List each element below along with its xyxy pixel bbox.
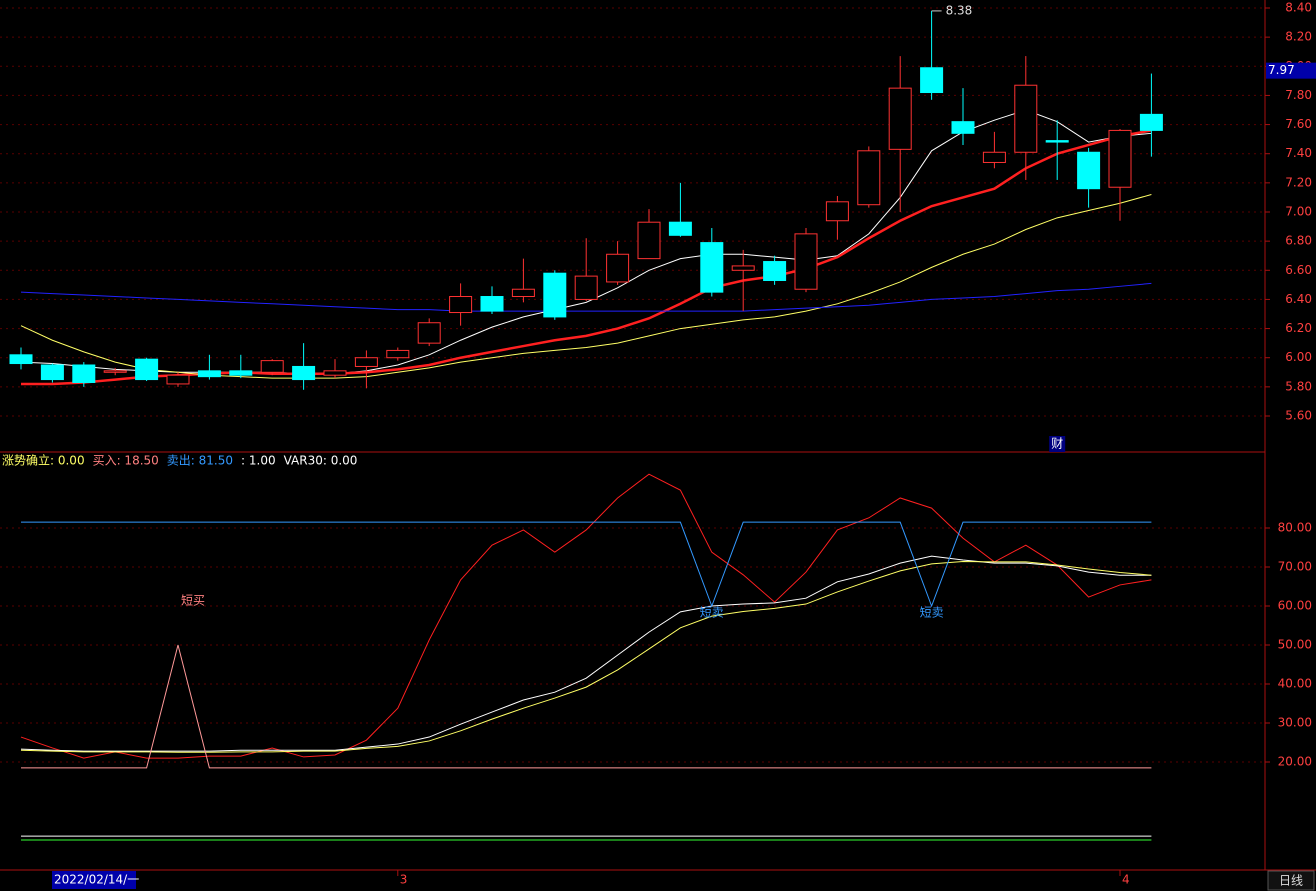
candle-body <box>668 221 692 236</box>
candle-body <box>794 233 818 290</box>
candle-body <box>982 151 1006 163</box>
candle-body <box>1077 151 1101 190</box>
candle-body <box>260 360 284 373</box>
candle-body <box>637 221 661 260</box>
candle-body <box>323 370 347 376</box>
candle-body <box>292 365 316 381</box>
y-tick-label: 7.00 <box>1285 205 1312 219</box>
signal-label: 短卖 <box>700 606 724 620</box>
candle-body <box>417 322 441 344</box>
candle-body <box>700 242 724 293</box>
y-tick-label: 6.40 <box>1285 292 1312 306</box>
candle-body <box>480 296 504 312</box>
period-button[interactable] <box>1267 870 1315 891</box>
signal-label: 短买 <box>181 594 205 608</box>
candle-body <box>574 275 598 300</box>
y-tick-label: 5.80 <box>1285 379 1312 393</box>
period-label[interactable]: 日线 <box>1279 874 1303 888</box>
candle-body <box>1139 113 1163 131</box>
y-tick-label: 6.00 <box>1285 350 1312 364</box>
legend-entry: VAR30: 0.00 <box>284 454 358 468</box>
y-tick-label: 7.20 <box>1285 175 1312 189</box>
legend-entry: 买入: 18.50 <box>93 454 159 468</box>
high-label: 8.38 <box>946 3 973 17</box>
date-label: 2022/02/14/一 <box>54 873 139 887</box>
last-price-box <box>1266 62 1316 79</box>
y-tick-label: 30.00 <box>1278 716 1312 730</box>
marker-box <box>1049 436 1066 452</box>
candle-body <box>1014 84 1038 153</box>
candle-body <box>951 121 975 134</box>
candle-body <box>197 370 221 378</box>
y-tick-label: 6.20 <box>1285 321 1312 335</box>
signal-label: 短卖 <box>920 606 944 620</box>
candle-body <box>386 349 410 359</box>
candle-body <box>763 261 787 281</box>
y-tick-label: 5.60 <box>1285 409 1312 423</box>
marker-text: 财 <box>1051 437 1063 451</box>
y-tick-label: 7.40 <box>1285 146 1312 160</box>
x-tick-label: 4 <box>1122 873 1130 887</box>
candle-body <box>857 150 881 206</box>
candle-body <box>72 364 96 383</box>
candle-body <box>166 374 190 385</box>
candle-body <box>103 370 127 373</box>
candle-body <box>40 364 64 381</box>
x-tick-label: 3 <box>400 873 408 887</box>
legend-entry: : 1.00 <box>241 454 276 468</box>
y-tick-label: 70.00 <box>1278 560 1312 574</box>
y-tick-label: 50.00 <box>1278 638 1312 652</box>
candle-body <box>920 67 944 94</box>
y-tick-label: 8.40 <box>1285 1 1312 15</box>
y-tick-label: 6.60 <box>1285 263 1312 277</box>
candle-body <box>9 354 33 365</box>
candle-body <box>606 253 630 283</box>
candle-body <box>731 265 755 271</box>
candle-body <box>1108 129 1132 188</box>
indicator-line <box>21 521 1152 608</box>
y-tick-label: 7.80 <box>1285 88 1312 102</box>
y-tick-label: 40.00 <box>1278 677 1312 691</box>
indicator-line <box>20 473 1152 759</box>
candle-body <box>1045 140 1069 143</box>
y-tick-label: 6.80 <box>1285 234 1312 248</box>
y-tick-label: 20.00 <box>1278 755 1312 769</box>
indicator-line <box>20 282 1152 312</box>
y-tick-label: 8.20 <box>1285 30 1312 44</box>
candle-body <box>543 272 567 318</box>
legend-entry: 卖出: 81.50 <box>167 454 233 468</box>
candle-body <box>229 370 253 376</box>
last-price-label: 7.97 <box>1268 63 1295 77</box>
candle-body <box>825 201 849 222</box>
candle-body <box>511 288 535 298</box>
date-box <box>52 871 136 889</box>
indicator-line <box>20 561 1152 753</box>
y-tick-label: 60.00 <box>1278 599 1312 613</box>
candle-body <box>888 87 912 150</box>
indicator-line <box>20 555 1152 752</box>
candle-body <box>354 357 378 367</box>
indicator-line <box>21 644 1152 769</box>
candle-body <box>449 296 473 314</box>
y-tick-label: 80.00 <box>1278 521 1312 535</box>
candle-body <box>135 358 159 381</box>
legend-entry: 涨势确立: 0.00 <box>2 453 85 468</box>
y-tick-label: 7.60 <box>1285 117 1312 131</box>
